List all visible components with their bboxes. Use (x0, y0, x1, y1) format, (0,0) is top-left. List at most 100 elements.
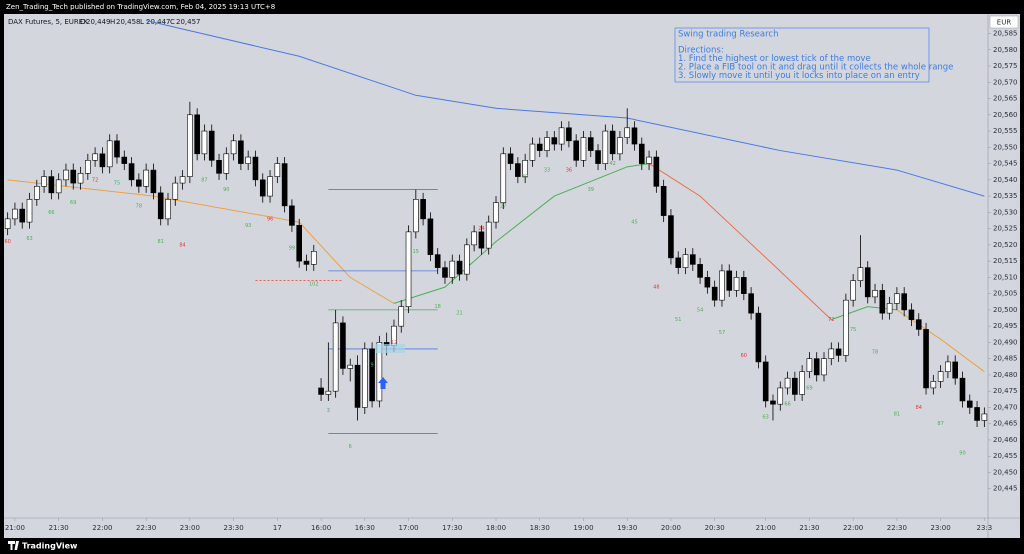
candle-body (617, 137, 623, 155)
bar-count-label: 78 (872, 350, 878, 356)
candle-body (347, 364, 354, 369)
x-tick-label: 23:00 (931, 524, 951, 532)
candle-body (923, 329, 929, 389)
candle-body (682, 254, 689, 268)
x-tick-label: 18:30 (530, 524, 550, 532)
y-tick-label: 20,500 (993, 306, 1018, 314)
note-title: Swing trading Research (678, 30, 778, 40)
bar-count-label: 93 (245, 223, 251, 229)
x-tick-label: 18:00 (486, 524, 506, 532)
bar-count-label: 3 (327, 408, 330, 414)
y-tick-label: 20,475 (993, 387, 1018, 395)
candle-body (157, 192, 164, 220)
y-tick-label: 20,585 (993, 30, 1018, 38)
candle-body (179, 176, 186, 184)
y-tick-label: 20,575 (993, 62, 1018, 70)
candle-body (201, 130, 208, 155)
y-tick-label: 20,570 (993, 78, 1018, 86)
candle-body (529, 143, 536, 161)
x-tick-label: 22:00 (92, 524, 112, 532)
y-tick-label: 20,540 (993, 176, 1018, 184)
note-line: Directions: (678, 46, 724, 56)
bar-count-label: 72 (828, 317, 834, 323)
y-tick-label: 20,565 (993, 95, 1018, 103)
candle-body (981, 413, 988, 421)
bar-count-label: 90 (223, 187, 229, 193)
bar-count-label: 66 (784, 402, 790, 408)
y-tick-label: 20,550 (993, 143, 1018, 151)
bar-count-label: 84 (179, 242, 185, 248)
y-tick-label: 20,520 (993, 241, 1018, 249)
candle-body (41, 176, 47, 187)
bar-count-label: 102 (309, 281, 319, 287)
candle-body (792, 377, 798, 395)
candle-body (974, 407, 980, 421)
candle-body (544, 137, 550, 151)
bar-count-label: 21 (456, 311, 462, 317)
candle-body (493, 202, 499, 223)
candle-body (150, 169, 157, 194)
candle-body (485, 221, 492, 249)
chart-background (4, 14, 1020, 538)
candle-body (704, 277, 711, 288)
candle-body (835, 348, 842, 356)
candle-body (558, 127, 565, 145)
candle-body (267, 176, 273, 197)
candle-body (194, 114, 200, 155)
candle-body (318, 387, 324, 395)
y-tick-label: 20,555 (993, 127, 1018, 135)
candle-body (434, 254, 441, 268)
bar-count-label: 33 (544, 168, 550, 174)
candle-body (945, 361, 951, 372)
candle-body (48, 176, 55, 194)
candle-body (580, 137, 587, 161)
candle-body (165, 199, 171, 220)
candle-body (638, 143, 645, 164)
candle-body (784, 377, 791, 389)
candle-body (522, 160, 528, 177)
candle-body (864, 267, 871, 298)
bar-count-label: 66 (48, 210, 54, 216)
candle-body (456, 260, 463, 275)
candle-body (595, 150, 601, 164)
candle-body (821, 358, 827, 376)
bar-count-label: 63 (763, 415, 769, 421)
candle-body (442, 267, 448, 278)
candle-body (303, 260, 310, 265)
candle-body (121, 156, 128, 164)
ohlc-label: C (170, 18, 175, 26)
candle-body (136, 179, 142, 187)
candle-body (587, 137, 594, 151)
candle-body (296, 225, 303, 262)
candle-body (55, 179, 62, 194)
note-line: 1. Find the highest or lowest tick of th… (678, 54, 871, 64)
candle-body (813, 358, 820, 376)
ohlc-label: O (80, 18, 86, 26)
bar-count-label: 87 (937, 421, 943, 427)
candle-body (646, 156, 652, 164)
x-tick-label: 23:3 (976, 524, 992, 532)
y-tick-label: 20,530 (993, 208, 1018, 216)
logo-icon (8, 541, 19, 550)
bar-count-label: 81 (894, 411, 900, 417)
bar-count-label: 9 (370, 363, 373, 369)
bar-count-label: 60 (741, 353, 747, 359)
candle-body (420, 199, 426, 220)
candle-body (281, 163, 288, 207)
candle-body (63, 169, 69, 181)
candle-body (70, 169, 77, 184)
candle-body (238, 140, 244, 164)
bar-count-label: 39 (588, 187, 594, 193)
bar-count-label: 87 (201, 177, 207, 183)
candle-body (741, 277, 747, 294)
candle-body (361, 348, 368, 408)
bar-count-label: 84 (916, 405, 922, 411)
bar-count-label: 48 (653, 285, 659, 291)
y-tick-label: 20,465 (993, 420, 1018, 428)
symbol-line: DAX Futures, 5, EUREX O 20,449 H 20,458 L 20,… (8, 18, 201, 26)
y-tick-label: 20,560 (993, 111, 1018, 119)
bar-count-label: 30 (522, 174, 528, 180)
candle-body (325, 390, 332, 395)
candle-body (908, 309, 915, 320)
